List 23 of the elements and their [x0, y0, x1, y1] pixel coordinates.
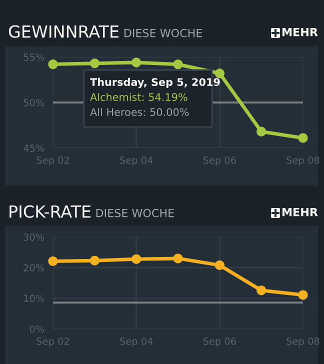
point	[256, 126, 266, 136]
chart-subtitle: DIESE WOCHE	[124, 28, 202, 38]
text: MEHR	[282, 28, 318, 36]
chart-title: PICK-RATE	[10, 205, 90, 218]
annotation: Thursday, Sep 5, 2019	[90, 78, 220, 88]
point	[131, 254, 142, 264]
point	[298, 133, 308, 143]
point	[173, 254, 183, 264]
chart-title: GEWINNRATE	[8, 25, 118, 38]
chart-subtitle: DIESE WOCHE	[96, 208, 174, 218]
text: MEHR	[282, 208, 318, 216]
point	[298, 290, 308, 300]
point	[48, 256, 58, 266]
point	[48, 59, 58, 70]
point	[214, 260, 225, 270]
point	[90, 58, 100, 68]
point	[173, 60, 183, 70]
point	[90, 256, 100, 266]
point	[256, 286, 266, 296]
annotation: Alchemist: 54.19%	[90, 92, 188, 102]
point	[131, 58, 142, 68]
point	[214, 68, 225, 78]
annotation: All Heroes: 50.00%	[90, 108, 189, 116]
